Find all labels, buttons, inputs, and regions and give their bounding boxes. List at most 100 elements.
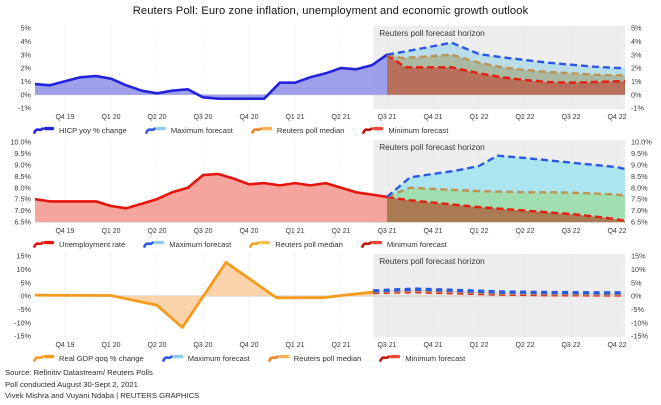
footer: Source: Refinitiv Datastream/ Reuters Po… [5,367,661,402]
x-tick-label: Q4 20 [239,114,258,121]
y-tick-label-left: 7.5% [14,195,31,204]
charts-container: Reuters poll forecast horizon 5% 5% 4% 4% 3% 3… [0,22,661,364]
y-tick-label-right: 7.5% [631,195,648,204]
line-sample-icon [267,354,289,362]
chart-inflation: Reuters poll forecast horizon 5% 5% 4% 4% 3% 3… [0,22,661,136]
legend-item: Minimum forecast [360,239,447,249]
poll-note: Poll conducted August 30-Sept 2, 2021 [5,379,138,389]
line-sample-icon [362,126,384,134]
legend-item: Real GDP qoq % change [33,353,144,363]
legend-label: Unemployment rate [59,239,126,249]
y-tick-label-left: 9.0% [14,160,31,169]
max-forecast-line [373,287,625,295]
y-tick-label-right: 0% [631,90,642,99]
unemployment-plot-area: Reuters poll forecast horizon 10.0% 10.0% 9… [10,138,652,235]
legend-label: Maximum forecast [187,353,250,363]
y-tick-label-left: 0% [20,292,31,301]
chart-unemployment: Reuters poll forecast horizon 10.0% 10.0% 9… [0,136,661,250]
x-tick-label: Q4 21 [423,114,442,121]
y-tick-label-right: 9.0% [631,160,648,169]
line-sample-icon [143,240,165,248]
y-tick-label-right: 5% [631,24,642,33]
history-line [35,53,389,100]
x-tick-label: Q2 21 [331,342,350,349]
y-tick-label-left: 8.0% [14,183,31,192]
x-tick-label: Q2 21 [331,114,350,121]
x-tick-label: Q1 22 [469,114,488,121]
y-tick-label-right: 1% [631,77,642,86]
max-forecast-line [386,41,625,70]
legend-item: Maximum forecast [143,239,231,249]
x-tick-label: Q1 20 [101,342,120,349]
x-tick-label: Q2 20 [147,342,166,349]
y-tick-label-right: 15% [631,252,646,261]
line-sample-icon [33,354,55,362]
legend-label: Maximum forecast [170,125,233,135]
y-tick-label-left: 3% [20,50,31,59]
y-tick-label-right: -15% [631,332,649,341]
x-tick-label: Q1 20 [101,228,120,235]
max-forecast-line [386,154,625,198]
x-tick-label: Q4 22 [607,228,626,235]
legend-label: Reuters poll median [293,353,362,363]
y-tick-label-right: 7.0% [631,206,648,215]
x-tick-label: Q2 22 [515,114,534,121]
legend-label: Minimum forecast [386,239,447,249]
y-tick-label-left: 6.5% [14,218,31,227]
legend-item: Unemployment rate [33,239,125,249]
y-tick-label-right: 0% [631,292,642,301]
x-tick-label: Q4 19 [55,114,74,121]
legend-label: HICP yoy % change [59,125,127,135]
gdp-legend: Real GDP qoq % change Maximum forecast Reu… [33,352,661,364]
legend-item: Reuters poll median [250,125,345,135]
y-tick-label-right: -10% [631,318,649,327]
legend-label: Reuters poll median [276,125,345,135]
legend-item: Minimum forecast [362,125,448,135]
y-tick-label-right: 4% [631,37,642,46]
x-tick-label: Q1 22 [469,228,488,235]
x-tick-label: Q3 21 [377,114,396,121]
x-tick-label: Q1 21 [285,114,304,121]
x-tick-label: Q4 20 [239,228,258,235]
history-line [35,261,375,329]
y-tick-label-left: 15% [16,252,31,261]
y-tick-label-right: 2% [631,64,642,73]
x-tick-label: Q4 19 [55,342,74,349]
y-tick-label-left: 9.5% [14,149,31,158]
y-tick-label-right: 8.0% [631,183,648,192]
y-tick-label-left: 0% [20,90,31,99]
forecast-horizon-region [373,254,625,337]
legend-item: Maximum forecast [144,125,233,135]
legend-label: Reuters poll median [275,239,343,249]
y-tick-label-left: -1% [18,104,31,113]
x-tick-label: Q2 22 [515,342,534,349]
x-tick-label: Q3 20 [193,228,212,235]
y-tick-label-right: 10% [631,265,646,274]
x-tick-label: Q4 21 [423,342,442,349]
x-tick-label: Q2 20 [147,114,166,121]
y-tick-label-left: 8.5% [14,172,31,181]
x-tick-label: Q3 21 [377,228,396,235]
legend-item: Reuters poll median [249,239,343,249]
legend-item: Reuters poll median [267,353,362,363]
gdp-plot-area: Reuters poll forecast horizon 15% 15% 10% 10… [14,252,649,349]
line-sample-icon [249,240,271,248]
y-tick-label-right: 8.5% [631,172,648,181]
min-forecast-line [386,53,625,84]
median-forecast-line [386,186,625,199]
history-line [35,172,389,210]
y-tick-label-left: 5% [20,24,31,33]
x-tick-label: Q1 21 [285,342,304,349]
x-tick-label: Q3 22 [561,342,580,349]
byline: Vivek Mishra and Vuyani Ndaba | REUTERS … [5,391,200,400]
min-forecast-line [386,195,625,222]
min-forecast-area [387,196,625,222]
y-tick-label-left: -15% [14,332,32,341]
x-tick-label: Q2 20 [147,228,166,235]
y-tick-label-right: -1% [631,104,644,113]
horizon-label: Reuters poll forecast horizon [379,256,485,266]
y-tick-label-right: 3% [631,50,642,59]
line-sample-icon [161,354,183,362]
legend-item: Minimum forecast [379,353,465,363]
